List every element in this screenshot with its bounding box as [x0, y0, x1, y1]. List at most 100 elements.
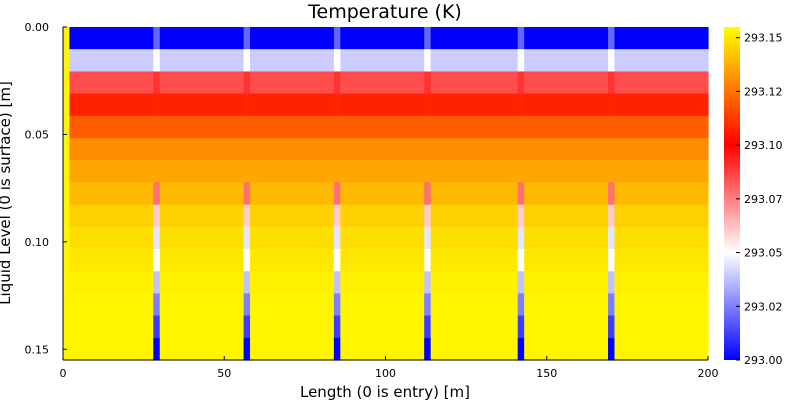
heatmap-cell	[69, 115, 154, 139]
heatmap-cell	[153, 27, 161, 50]
heatmap-cell	[69, 27, 154, 50]
heatmap-cell	[243, 27, 251, 50]
heatmap-cell	[608, 315, 616, 339]
y-tick-label: 0.00	[25, 21, 50, 34]
x-tick-label: 0	[60, 367, 67, 380]
heatmap-cell	[517, 182, 525, 206]
heatmap-cell	[250, 337, 335, 361]
heatmap-cell	[524, 93, 609, 117]
heatmap-cell	[424, 27, 432, 50]
heatmap-cell	[608, 204, 616, 228]
heatmap-cell	[250, 315, 335, 339]
heatmap-cell	[430, 271, 519, 294]
heatmap-cell	[430, 160, 519, 183]
heatmap-cell	[614, 315, 709, 339]
heatmap-cell	[430, 71, 519, 95]
heatmap-cell	[608, 49, 616, 73]
heatmap-cell	[424, 138, 432, 161]
heatmap-cell	[608, 226, 616, 250]
heatmap-cell	[424, 204, 432, 228]
heatmap-cell	[608, 138, 616, 161]
colorbar	[724, 27, 740, 360]
heatmap-cell	[159, 293, 245, 317]
heatmap-cell	[430, 93, 519, 117]
colorbar-tick-label: 293.00	[744, 354, 783, 367]
heatmap-cell	[243, 115, 251, 139]
heatmap-cell	[250, 204, 335, 228]
heatmap-cell	[69, 226, 154, 250]
heatmap-cell	[250, 27, 335, 50]
heatmap-cell	[608, 71, 616, 95]
heatmap-cell	[340, 138, 425, 161]
colorbar-tick-label: 293.07	[744, 193, 783, 206]
heatmap-cell	[63, 182, 71, 206]
heatmap-cell	[159, 248, 245, 272]
heatmap-cell	[159, 71, 245, 95]
heatmap-cell	[614, 93, 709, 117]
heatmap-cell	[243, 248, 251, 272]
heatmap-cell	[153, 182, 161, 206]
heatmap-cell	[614, 160, 709, 183]
x-tick-label: 100	[375, 367, 396, 380]
y-tick-label: 0.05	[25, 128, 50, 141]
heatmap-cell	[153, 93, 161, 117]
y-axis-title: Liquid Level (0 is surface) [m]	[0, 81, 14, 305]
heatmap-cell	[608, 115, 616, 139]
heatmap-cell	[159, 138, 245, 161]
heatmap-cell	[517, 49, 525, 73]
heatmap-cell	[63, 115, 71, 139]
heatmap-cell	[608, 337, 616, 361]
heatmap-cell	[424, 315, 432, 339]
heatmap-cell	[340, 315, 425, 339]
heatmap-cell	[69, 248, 154, 272]
heatmap-cell	[614, 138, 709, 161]
heatmap-cell	[153, 115, 161, 139]
heatmap-cell	[159, 226, 245, 250]
heatmap-cell	[250, 71, 335, 95]
heatmap-cell	[159, 204, 245, 228]
heatmap-cell	[517, 293, 525, 317]
y-tick-label: 0.10	[25, 236, 50, 249]
heatmap-cell	[153, 248, 161, 272]
heatmap-cell	[243, 337, 251, 361]
heatmap-cell	[63, 293, 71, 317]
heatmap-cell	[424, 115, 432, 139]
heatmap-cell	[250, 271, 335, 294]
heatmap-cell	[333, 337, 341, 361]
heatmap-cell	[430, 315, 519, 339]
heatmap-cell	[517, 93, 525, 117]
heatmap-cell	[63, 160, 71, 183]
chart-title: Temperature (K)	[307, 1, 462, 23]
heatmap-cell	[614, 293, 709, 317]
heatmap-cell	[524, 337, 609, 361]
heatmap-cell	[517, 226, 525, 250]
heatmap-cell	[340, 115, 425, 139]
heatmap-cell	[340, 49, 425, 73]
heatmap-cell	[424, 93, 432, 117]
heatmap-cell	[153, 293, 161, 317]
heatmap-cell	[424, 337, 432, 361]
colorbar-tick-label: 293.05	[744, 247, 783, 260]
heatmap-cell	[159, 93, 245, 117]
heatmap-cell	[524, 27, 609, 50]
heatmap-cell	[340, 226, 425, 250]
heatmap-cell	[159, 49, 245, 73]
heatmap-cell	[243, 293, 251, 317]
heatmap-cell	[243, 71, 251, 95]
heatmap-cell	[517, 315, 525, 339]
heatmap-cell	[63, 27, 71, 50]
heatmap-cell	[424, 271, 432, 294]
heatmap-cell	[333, 182, 341, 206]
heatmap-cell	[333, 293, 341, 317]
heatmap-cell	[63, 71, 71, 95]
heatmap-cell	[153, 49, 161, 73]
heatmap-cell	[614, 271, 709, 294]
heatmap-cell	[159, 27, 245, 50]
heatmap-cell	[69, 160, 154, 183]
heatmap-cell	[524, 315, 609, 339]
heatmap-cell	[250, 138, 335, 161]
heatmap-cell	[69, 93, 154, 117]
heatmap-cell	[333, 27, 341, 50]
heatmap-cell	[614, 182, 709, 206]
heatmap-cell	[159, 337, 245, 361]
